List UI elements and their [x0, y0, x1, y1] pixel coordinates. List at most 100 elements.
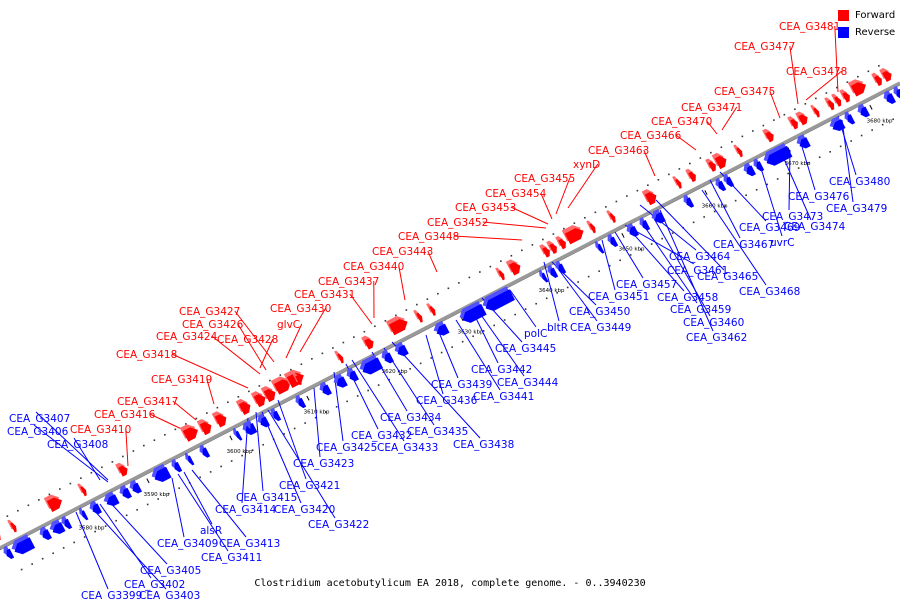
- reverse-gene-arrow[interactable]: [766, 145, 793, 166]
- gene-label-reverse[interactable]: CEA_G3458: [657, 292, 718, 304]
- forward-gene-arrow[interactable]: [118, 465, 128, 477]
- reverse-gene-arrow[interactable]: [14, 537, 36, 555]
- forward-gene-arrow[interactable]: [644, 192, 657, 206]
- gene-label-reverse[interactable]: CEA_G3464: [669, 251, 731, 263]
- reverse-gene-arrow[interactable]: [273, 410, 282, 422]
- gene-label-reverse[interactable]: CEA_G3465: [697, 271, 758, 283]
- gene-label-forward[interactable]: CEA_G3455: [514, 173, 575, 185]
- forward-gene-arrow[interactable]: [798, 114, 808, 126]
- gene-label-forward[interactable]: CEA_G3430: [270, 303, 331, 315]
- forward-gene-arrow[interactable]: [238, 401, 251, 416]
- reverse-gene-arrow[interactable]: [106, 494, 120, 507]
- gene-label-forward[interactable]: CEA_G3448: [398, 231, 459, 243]
- reverse-gene-arrow[interactable]: [81, 510, 89, 521]
- forward-gene-arrow[interactable]: [564, 228, 584, 245]
- reverse-gene-arrow[interactable]: [384, 352, 394, 364]
- gene-label-forward[interactable]: xynD: [573, 159, 600, 171]
- reverse-gene-arrow[interactable]: [64, 518, 73, 530]
- forward-gene-arrow[interactable]: [842, 92, 850, 103]
- gene-label-reverse[interactable]: CEA_G3421: [279, 480, 340, 492]
- reverse-gene-arrow[interactable]: [642, 220, 651, 231]
- reverse-gene-arrow[interactable]: [202, 447, 211, 458]
- gene-label-reverse[interactable]: uvrC: [770, 237, 795, 249]
- gene-label-forward[interactable]: CEA_G3437: [318, 276, 379, 288]
- gene-label-forward[interactable]: CEA_G3453: [455, 202, 516, 214]
- forward-gene-arrow[interactable]: [558, 238, 566, 250]
- gene-label-reverse[interactable]: alsR: [200, 525, 222, 537]
- forward-gene-arrow[interactable]: [714, 155, 727, 170]
- gene-label-forward[interactable]: CEA_G3463: [588, 145, 649, 157]
- reverse-gene-arrow[interactable]: [436, 323, 450, 336]
- gene-label-reverse[interactable]: CEA_G3414: [215, 504, 277, 516]
- reverse-gene-arrow[interactable]: [718, 180, 727, 192]
- gene-label-forward[interactable]: CEA_G3419: [151, 374, 212, 386]
- gene-label-reverse[interactable]: CEA_G3457: [616, 279, 677, 291]
- reverse-gene-arrow[interactable]: [322, 384, 332, 396]
- forward-gene-arrow[interactable]: [589, 223, 596, 234]
- gene-label-forward[interactable]: CEA_G3410: [70, 424, 131, 436]
- gene-label-forward[interactable]: CEA_G3426: [182, 319, 244, 331]
- forward-gene-arrow[interactable]: [253, 394, 266, 408]
- forward-gene-arrow[interactable]: [182, 427, 199, 442]
- gene-label-reverse[interactable]: CEA_G3459: [670, 304, 731, 316]
- gene-label-reverse[interactable]: CEA_G3422: [308, 519, 369, 531]
- forward-gene-arrow[interactable]: [80, 486, 87, 497]
- reverse-gene-arrow[interactable]: [250, 423, 258, 434]
- reverse-gene-arrow[interactable]: [896, 88, 900, 99]
- forward-gene-arrow[interactable]: [295, 375, 302, 386]
- reverse-gene-arrow[interactable]: [832, 119, 846, 132]
- forward-gene-arrow[interactable]: [765, 131, 774, 143]
- gene-label-reverse[interactable]: CEA_G3461: [667, 265, 728, 277]
- reverse-gene-arrow[interactable]: [597, 243, 605, 254]
- gene-label-forward[interactable]: CEA_G3427: [179, 306, 240, 318]
- reverse-gene-arrow[interactable]: [541, 272, 549, 283]
- gene-label-reverse[interactable]: CEA_G3420: [274, 504, 335, 516]
- forward-gene-arrow[interactable]: [429, 306, 436, 316]
- gene-label-reverse[interactable]: CEA_G3445: [495, 343, 556, 355]
- gene-label-reverse[interactable]: bltR: [547, 322, 568, 334]
- reverse-gene-arrow[interactable]: [174, 461, 183, 473]
- forward-gene-arrow[interactable]: [199, 422, 212, 436]
- gene-label-reverse[interactable]: CEA_G3473: [762, 211, 823, 223]
- gene-label-reverse[interactable]: CEA_G3425: [316, 442, 377, 454]
- reverse-gene-arrow[interactable]: [654, 212, 666, 224]
- gene-label-reverse[interactable]: CEA_G3408: [47, 439, 108, 451]
- gene-label-reverse[interactable]: CEA_G3474: [784, 221, 846, 233]
- forward-gene-arrow[interactable]: [388, 319, 408, 336]
- reverse-gene-arrow[interactable]: [42, 529, 52, 541]
- forward-gene-arrow[interactable]: [827, 100, 835, 111]
- forward-gene-arrow[interactable]: [688, 171, 696, 183]
- gene-label-reverse[interactable]: CEA_G3467: [713, 239, 774, 251]
- forward-gene-arrow[interactable]: [364, 338, 374, 350]
- forward-gene-arrow[interactable]: [736, 147, 743, 158]
- reverse-gene-arrow[interactable]: [122, 487, 132, 499]
- gene-label-forward[interactable]: CEA_G3481: [779, 21, 840, 33]
- reverse-gene-arrow[interactable]: [187, 455, 195, 466]
- reverse-gene-arrow[interactable]: [686, 197, 695, 208]
- gene-label-reverse[interactable]: CEA_G3407: [9, 413, 70, 425]
- gene-label-forward[interactable]: CEA_G3466: [620, 130, 682, 142]
- gene-label-reverse[interactable]: CEA_G3439: [431, 379, 492, 391]
- gene-label-forward[interactable]: CEA_G3416: [94, 409, 156, 421]
- gene-label-reverse[interactable]: CEA_G3436: [416, 395, 478, 407]
- gene-label-forward[interactable]: CEA_G3431: [294, 289, 355, 301]
- forward-gene-arrow[interactable]: [273, 379, 291, 395]
- gene-label-reverse[interactable]: CEA_G3399: [81, 590, 142, 600]
- gene-label-forward[interactable]: CEA_G3428: [217, 334, 278, 346]
- forward-gene-arrow[interactable]: [675, 179, 682, 189]
- gene-label-reverse[interactable]: CEA_G3402: [124, 579, 185, 591]
- gene-label-forward[interactable]: CEA_G3440: [343, 261, 404, 273]
- gene-label-forward[interactable]: CEA_G3475: [714, 86, 775, 98]
- gene-label-reverse[interactable]: CEA_G3460: [683, 317, 744, 329]
- forward-gene-arrow[interactable]: [813, 107, 820, 118]
- gene-label-forward[interactable]: CEA_G3424: [156, 331, 218, 343]
- gene-label-reverse[interactable]: CEA_G3476: [788, 191, 850, 203]
- reverse-gene-arrow[interactable]: [799, 137, 811, 149]
- gene-label-reverse[interactable]: CEA_G3432: [351, 430, 412, 442]
- reverse-gene-arrow[interactable]: [550, 267, 559, 278]
- gene-label-forward[interactable]: CEA_G3452: [427, 217, 488, 229]
- gene-label-reverse[interactable]: CEA_G3413: [219, 538, 280, 550]
- reverse-gene-arrow[interactable]: [558, 263, 567, 274]
- reverse-gene-arrow[interactable]: [362, 357, 384, 375]
- reverse-gene-arrow[interactable]: [860, 106, 870, 118]
